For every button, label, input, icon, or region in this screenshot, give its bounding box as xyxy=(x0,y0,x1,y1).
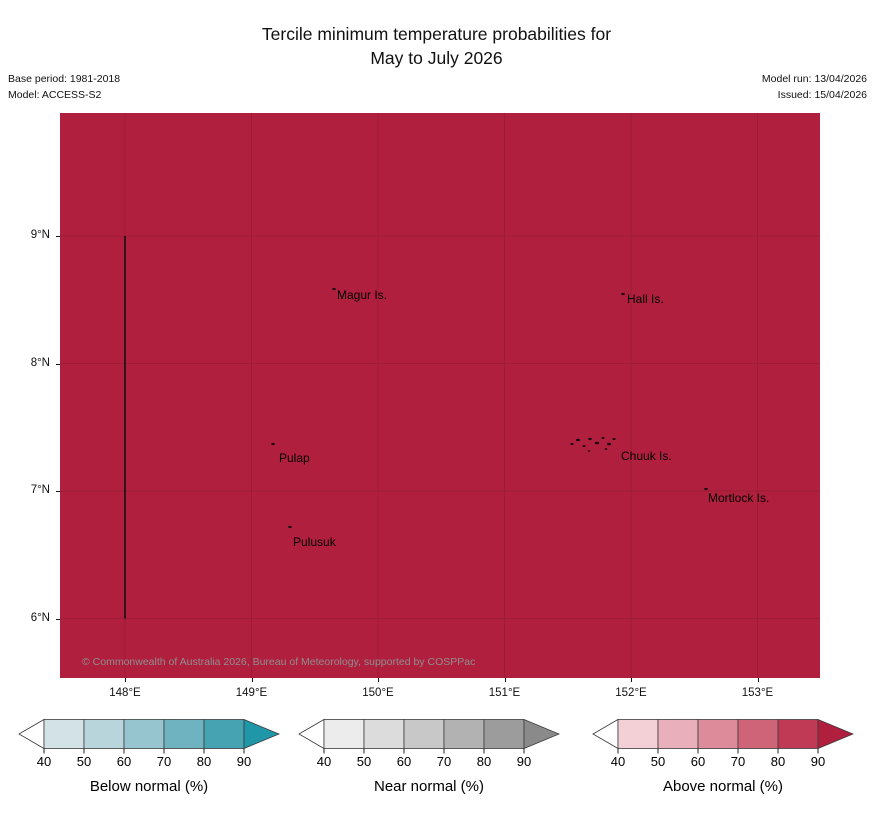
title-line-2: May to July 2026 xyxy=(370,48,503,68)
colorbar-tick-label: 50 xyxy=(77,754,91,769)
island-mark xyxy=(570,443,574,445)
colorbar-tick-label: 80 xyxy=(197,754,211,769)
island-mark xyxy=(576,438,580,442)
island-mark xyxy=(594,441,600,445)
map-canvas: Magur Is. Hall Is. Pulap Chuuk Is. Mortlock … xyxy=(60,113,820,678)
x-tick-mark xyxy=(125,678,126,682)
island-mark xyxy=(332,287,336,291)
place-label: Magur Is. xyxy=(337,288,387,302)
colorbar-segment xyxy=(403,719,445,749)
figure-title: Tercile minimum temperature probabilitie… xyxy=(0,22,873,70)
colorbar-tick-label: 70 xyxy=(731,754,745,769)
copyright-note: © Commonwealth of Australia 2026, Bureau… xyxy=(82,656,476,668)
colorbar-segment xyxy=(777,719,819,749)
x-tick-label: 150°E xyxy=(362,687,394,699)
place-label: Hall Is. xyxy=(627,292,664,306)
colorbar-segment xyxy=(657,719,699,749)
y-tick-label: 6°N xyxy=(30,611,50,624)
colorbar-tick-label: 60 xyxy=(397,754,411,769)
x-tick-mark xyxy=(378,678,379,682)
island-mark xyxy=(612,438,616,440)
colorbar-tick-label: 90 xyxy=(811,754,825,769)
colorbar-label: Below normal (%) xyxy=(89,778,209,795)
x-tick-label: 148°E xyxy=(109,687,141,699)
x-tick-mark xyxy=(631,678,632,682)
x-tick-label: 151°E xyxy=(488,687,521,699)
colorbar-label: Near normal (%) xyxy=(373,778,485,795)
island-mark xyxy=(587,450,591,452)
colorbar-left-arrow xyxy=(298,718,325,750)
colorbar-segment xyxy=(443,719,485,749)
colorbar-tick-label: 80 xyxy=(771,754,785,769)
meta-left: Base period: 1981-2018 Model: ACCESS-S2 xyxy=(8,71,120,103)
colorbar-segment xyxy=(203,719,245,749)
colorbar-tick-label: 90 xyxy=(237,754,251,769)
island-mark xyxy=(582,445,586,447)
island-mark xyxy=(288,525,292,529)
title-line-1: Tercile minimum temperature probabilitie… xyxy=(261,24,612,44)
colorbar-segment xyxy=(483,719,525,749)
colorbar-scale: 40 50 60 70 80 90 xyxy=(18,718,281,769)
place-label: Mortlock Is. xyxy=(708,491,769,505)
y-tick-label: 8°N xyxy=(30,356,50,369)
colorbar-segment xyxy=(43,719,85,749)
colorbar-0: 40 50 60 70 80 90 Below normal (%) xyxy=(18,717,281,795)
colorbar-tick-label: 70 xyxy=(157,754,171,769)
colorbar-scale: 40 50 60 70 80 90 xyxy=(298,718,561,769)
colorbar-tick-label: 80 xyxy=(477,754,491,769)
x-tick-label: 149°E xyxy=(235,687,268,699)
colorbar-1: 40 50 60 70 80 90 Near normal (%) xyxy=(298,717,561,795)
colorbar-tick-label: 50 xyxy=(357,754,371,769)
y-tick-label: 9°N xyxy=(30,229,50,241)
x-tick-label: 153°E xyxy=(741,687,774,699)
colorbar-tick-label: 50 xyxy=(651,754,665,769)
colorbar-segment xyxy=(163,719,205,749)
x-tick-label: 152°E xyxy=(615,687,647,699)
model-text: Model: ACCESS-S2 xyxy=(8,89,102,101)
colorbar-label: Above normal (%) xyxy=(662,778,784,795)
island-mark xyxy=(604,448,608,450)
base-period-text: Base period: 1981-2018 xyxy=(8,73,121,85)
colorbar-segment xyxy=(737,719,779,749)
x-tick-mark xyxy=(251,678,253,682)
colorbar-tick-label: 90 xyxy=(517,754,531,769)
colorbar-right-arrow xyxy=(817,718,855,750)
issued-text: Issued: 15/04/2026 xyxy=(777,89,867,101)
island-mark xyxy=(621,292,625,296)
colorbar-segment xyxy=(323,719,365,749)
meta-right: Model run: 13/04/2026 Issued: 15/04/2026 xyxy=(762,71,867,103)
island-mark xyxy=(607,442,611,446)
colorbar-tick-label: 60 xyxy=(117,754,131,769)
colorbar-scale: 40 50 60 70 80 90 xyxy=(592,718,855,769)
colorbar-tick-label: 60 xyxy=(691,754,705,769)
place-label: Chuuk Is. xyxy=(621,449,672,463)
colorbar-segment xyxy=(363,719,405,749)
colorbar-right-arrow xyxy=(523,718,561,750)
colorbar-segment xyxy=(123,719,165,749)
y-tick-label: 7°N xyxy=(30,484,50,496)
colorbar-tick-label: 40 xyxy=(37,754,51,769)
x-tick-mark xyxy=(504,678,506,682)
island-mark xyxy=(704,487,708,491)
colorbar-left-arrow xyxy=(592,718,619,750)
colorbar-tick-label: 70 xyxy=(437,754,451,769)
island-mark xyxy=(588,437,592,441)
colorbar-2: 40 50 60 70 80 90 Above normal (%) xyxy=(592,717,855,795)
place-label: Pulap xyxy=(279,451,310,465)
colorbar-right-arrow xyxy=(243,718,281,750)
colorbar-tick-label: 40 xyxy=(317,754,331,769)
colorbar-segment xyxy=(697,719,739,749)
colorbar-segment xyxy=(83,719,125,749)
island-mark xyxy=(601,437,605,439)
colorbar-left-arrow xyxy=(18,718,45,750)
x-tick-mark xyxy=(757,678,759,682)
colorbar-tick-label: 40 xyxy=(611,754,625,769)
colorbar-segment xyxy=(617,719,659,749)
map-plot: Magur Is. Hall Is. Pulap Chuuk Is. Mortlock … xyxy=(60,113,820,678)
island-mark xyxy=(271,442,275,446)
model-run-text: Model run: 13/04/2026 xyxy=(761,73,867,85)
place-label: Pulusuk xyxy=(293,535,337,549)
